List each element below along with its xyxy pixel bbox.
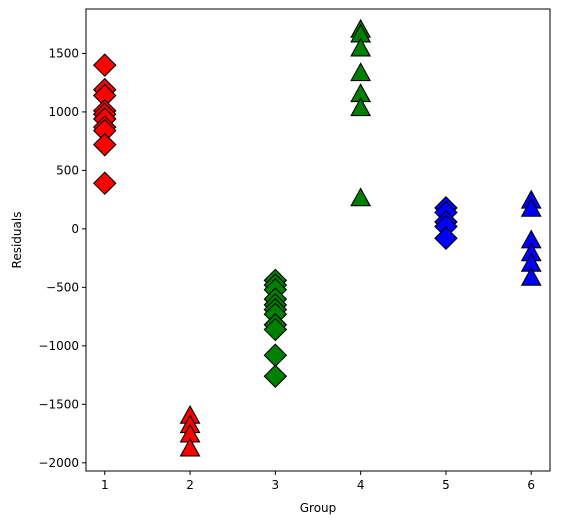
y-tick-label: 500	[56, 163, 79, 177]
y-tick-label: −500	[46, 280, 79, 294]
plot-frame	[85, 8, 551, 472]
triangle-point	[350, 187, 372, 207]
triangle-point	[350, 97, 372, 117]
y-tick-label: −1000	[38, 339, 79, 353]
diamond-point	[92, 53, 117, 77]
y-tick-label: 1500	[48, 46, 79, 60]
axis-ticks: 1 2 3 4 5 6 −2000 −1500 −1000 −500 0 500 1000 1500	[38, 46, 535, 492]
diamond-point	[263, 317, 288, 342]
x-axis-label: Group	[300, 501, 337, 515]
triangle-point	[350, 37, 372, 57]
y-tick-label: −2000	[38, 456, 79, 470]
diamond-point	[263, 364, 288, 389]
x-tick-label: 6	[527, 478, 535, 492]
triangle-point	[350, 62, 372, 82]
y-axis-label: Residuals	[10, 212, 24, 269]
diamond-point	[92, 171, 117, 196]
diamond-point	[92, 132, 117, 157]
data-points	[92, 18, 542, 457]
diamond-point	[434, 226, 458, 251]
triangle-point	[520, 197, 542, 217]
x-tick-label: 1	[101, 478, 109, 492]
triangle-point	[520, 266, 542, 286]
triangle-point	[179, 437, 201, 457]
x-tick-label: 2	[186, 478, 194, 492]
x-tick-label: 4	[357, 478, 365, 492]
x-tick-label: 5	[442, 478, 450, 492]
y-tick-label: 0	[71, 222, 79, 236]
x-tick-label: 3	[272, 478, 280, 492]
y-tick-label: 1000	[48, 105, 79, 119]
y-tick-label: −1500	[38, 397, 79, 411]
